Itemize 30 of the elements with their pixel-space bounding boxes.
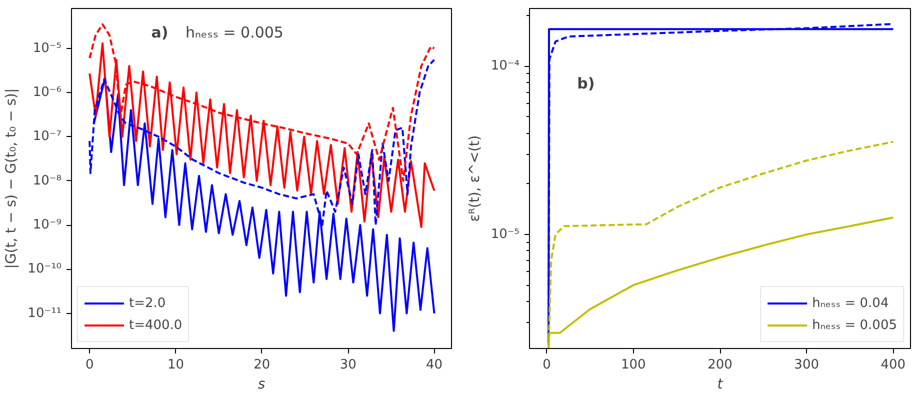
y-tick-label: 10⁻⁴ [490, 58, 520, 74]
annotation: hₙₑₛₛ = 0.005 [186, 23, 284, 42]
y-tick-label: 10⁻⁷ [32, 129, 62, 144]
y-tick-label: 10⁻⁸ [32, 173, 62, 188]
x-tick-label: 400 [880, 358, 906, 372]
y-tick-label: 10⁻⁵ [32, 40, 62, 56]
x-tick-label: 300 [794, 358, 820, 372]
y-tick-label: 10⁻⁵ [490, 226, 520, 242]
y-axis-title: εᴿ(t), ε^<(t) [466, 135, 483, 222]
y-tick-label: 10⁻¹⁰ [28, 262, 62, 277]
x-tick-label: 200 [708, 358, 732, 372]
legend-label: t=2.0 [129, 296, 166, 310]
x-tick-label: 100 [621, 358, 646, 372]
x-tick-label: 40 [426, 358, 443, 372]
x-tick-label: 30 [340, 358, 356, 372]
y-tick-label: 10⁻⁶ [32, 85, 62, 100]
annotation: b) [577, 74, 595, 92]
x-tick-label: 20 [254, 358, 270, 372]
y-tick-label: 10⁻⁹ [32, 218, 62, 233]
legend-label: t=400.0 [129, 318, 182, 332]
legend-label: hₙₑₛₛ = 0.04 [812, 296, 889, 310]
x-tick-label: 0 [85, 358, 94, 372]
x-axis-title: s [258, 376, 266, 392]
x-tick-label: 10 [167, 358, 184, 372]
x-tick-label: 0 [542, 358, 551, 372]
annotation: a) [151, 23, 168, 42]
x-axis-title: t [717, 376, 724, 392]
legend-label: hₙₑₛₛ = 0.005 [812, 318, 897, 332]
y-axis-title: |G(t, t − s) − G(t₀, t₀ − s)| [4, 88, 20, 269]
y-tick-label: 10⁻¹¹ [28, 306, 62, 321]
